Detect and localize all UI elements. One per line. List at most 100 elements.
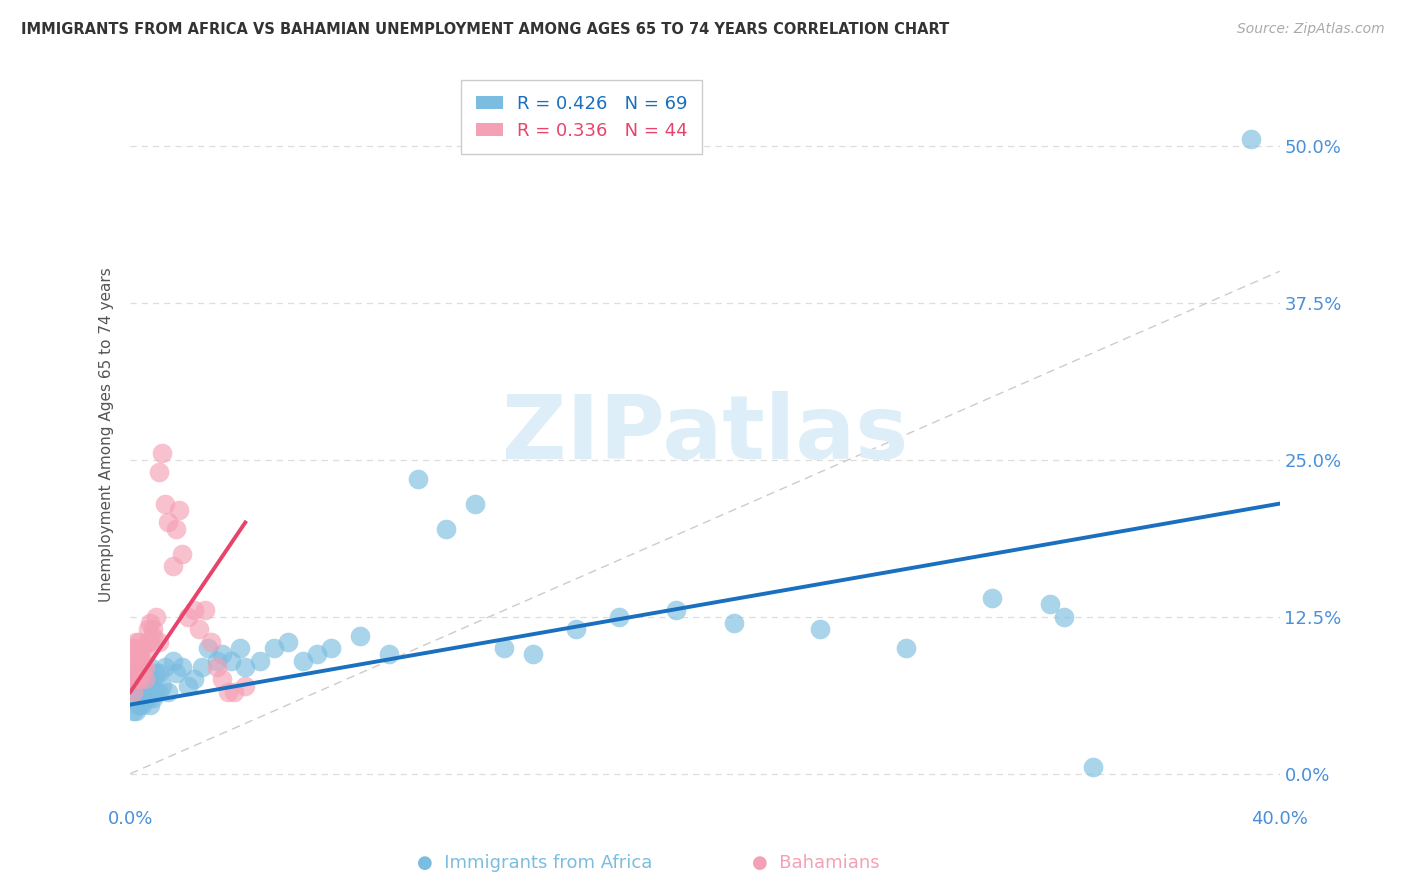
Point	[122, 660, 145, 674]
Point	[122, 704, 145, 718]
Point	[194, 603, 217, 617]
Point	[211, 673, 233, 687]
Point	[249, 654, 271, 668]
Point	[122, 641, 145, 656]
Point	[139, 679, 162, 693]
Point	[200, 635, 222, 649]
Point	[723, 615, 745, 630]
Point	[125, 673, 148, 687]
Point	[131, 679, 153, 693]
Point	[150, 679, 173, 693]
Point	[981, 591, 1004, 605]
Point	[131, 666, 153, 681]
Point	[153, 497, 176, 511]
Point	[128, 660, 150, 674]
Point	[131, 666, 153, 681]
Text: Source: ZipAtlas.com: Source: ZipAtlas.com	[1237, 22, 1385, 37]
Point	[145, 685, 167, 699]
Point	[665, 603, 688, 617]
Point	[134, 660, 156, 674]
Point	[131, 691, 153, 706]
Point	[125, 660, 148, 674]
Point	[177, 609, 200, 624]
Point	[522, 648, 544, 662]
Point	[564, 622, 586, 636]
Point	[136, 622, 159, 636]
Point	[153, 660, 176, 674]
Point	[205, 660, 228, 674]
Point	[183, 673, 205, 687]
Point	[145, 609, 167, 624]
Legend: R = 0.426   N = 69, R = 0.336   N = 44: R = 0.426 N = 69, R = 0.336 N = 44	[461, 80, 702, 154]
Point	[128, 698, 150, 712]
Point	[128, 673, 150, 687]
Point	[197, 641, 219, 656]
Point	[125, 635, 148, 649]
Point	[125, 648, 148, 662]
Point	[136, 635, 159, 649]
Point	[125, 673, 148, 687]
Text: IMMIGRANTS FROM AFRICA VS BAHAMIAN UNEMPLOYMENT AMONG AGES 65 TO 74 YEARS CORREL: IMMIGRANTS FROM AFRICA VS BAHAMIAN UNEMP…	[21, 22, 949, 37]
Point	[263, 641, 285, 656]
Point	[177, 679, 200, 693]
Point	[211, 648, 233, 662]
Point	[378, 648, 401, 662]
Point	[808, 622, 831, 636]
Point	[128, 685, 150, 699]
Point	[148, 666, 170, 681]
Point	[139, 635, 162, 649]
Point	[167, 503, 190, 517]
Point	[122, 673, 145, 687]
Point	[125, 685, 148, 699]
Point	[307, 648, 329, 662]
Point	[128, 673, 150, 687]
Point	[277, 635, 299, 649]
Point	[165, 522, 187, 536]
Point	[894, 641, 917, 656]
Point	[122, 673, 145, 687]
Point	[150, 446, 173, 460]
Point	[162, 559, 184, 574]
Point	[142, 622, 165, 636]
Point	[291, 654, 314, 668]
Point	[1240, 132, 1263, 146]
Point	[134, 648, 156, 662]
Point	[122, 691, 145, 706]
Point	[134, 679, 156, 693]
Point	[131, 641, 153, 656]
Text: ●  Immigrants from Africa: ● Immigrants from Africa	[416, 855, 652, 872]
Point	[165, 666, 187, 681]
Point	[191, 660, 214, 674]
Point	[170, 547, 193, 561]
Point	[128, 698, 150, 712]
Point	[139, 698, 162, 712]
Point	[134, 691, 156, 706]
Point	[233, 660, 256, 674]
Point	[217, 685, 239, 699]
Point	[156, 685, 179, 699]
Point	[1039, 597, 1062, 611]
Point	[131, 698, 153, 712]
Point	[156, 516, 179, 530]
Point	[134, 666, 156, 681]
Point	[139, 660, 162, 674]
Point	[142, 673, 165, 687]
Point	[148, 685, 170, 699]
Point	[219, 654, 242, 668]
Point	[1053, 609, 1076, 624]
Point	[131, 654, 153, 668]
Y-axis label: Unemployment Among Ages 65 to 74 years: Unemployment Among Ages 65 to 74 years	[100, 268, 114, 602]
Point	[233, 679, 256, 693]
Point	[607, 609, 630, 624]
Point	[148, 465, 170, 479]
Text: ZIPatlas: ZIPatlas	[502, 391, 908, 478]
Point	[222, 685, 245, 699]
Point	[125, 704, 148, 718]
Point	[492, 641, 515, 656]
Point	[183, 603, 205, 617]
Text: ●  Bahamians: ● Bahamians	[752, 855, 879, 872]
Point	[134, 673, 156, 687]
Point	[148, 635, 170, 649]
Point	[188, 622, 211, 636]
Point	[136, 673, 159, 687]
